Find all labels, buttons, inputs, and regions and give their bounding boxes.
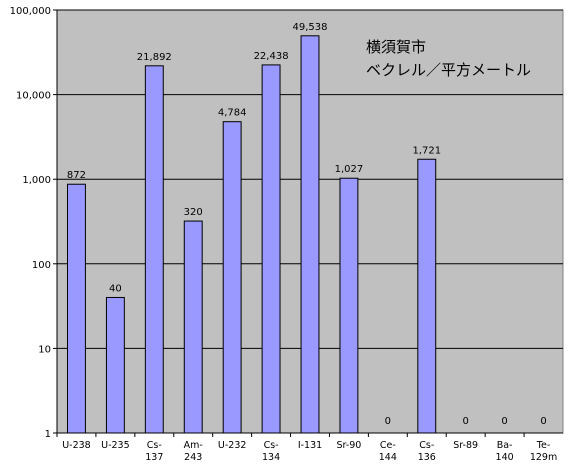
y-tick-label: 100,000 (10, 6, 51, 17)
x-tick-label: Cs- (264, 440, 279, 451)
data-label: 1,721 (412, 145, 441, 156)
bar (339, 177, 359, 434)
x-tick-label: Te- (536, 440, 550, 451)
bar (105, 296, 125, 434)
data-label: 0 (463, 416, 469, 427)
x-tick-label: Cs- (147, 440, 162, 451)
bar (261, 64, 281, 434)
y-tick-label: 10,000 (16, 91, 51, 102)
data-label: 1,027 (335, 164, 364, 175)
data-label: 0 (385, 416, 391, 427)
bar (67, 183, 86, 434)
y-tick-label: 1 (45, 429, 51, 440)
data-labels: 872 40 21,892 320 4,784 22,438 49,538 1,027 0 1,7… (67, 22, 547, 427)
data-label: 22,438 (254, 51, 289, 62)
y-tick-label: 10 (38, 344, 51, 355)
data-label: 4,784 (218, 108, 247, 119)
bar (222, 121, 242, 434)
bar (144, 65, 164, 434)
x-tick-label: Sr-90 (336, 440, 361, 451)
data-label: 872 (67, 170, 86, 181)
data-label: 49,538 (293, 22, 328, 33)
x-tick-label: 144 (379, 452, 397, 463)
bar (183, 220, 203, 434)
data-label: 21,892 (137, 52, 172, 63)
data-label: 0 (540, 416, 546, 427)
data-label: 0 (501, 416, 507, 427)
bar (417, 158, 437, 434)
bar (300, 35, 320, 434)
data-label: 40 (109, 283, 122, 294)
x-tick-label: Sr-89 (453, 440, 478, 451)
x-tick-label: U-238 (62, 440, 91, 451)
annotation-line-1: 横須賀市 (366, 38, 426, 56)
x-tick-label: 140 (496, 452, 514, 463)
y-tick-label: 1,000 (22, 175, 51, 186)
x-tick-label: Ba- (497, 440, 513, 451)
x-tick-label: 134 (262, 452, 280, 463)
x-tick-label: U-232 (218, 440, 247, 451)
x-tick-label: 129m (530, 452, 557, 463)
x-tick-label: I-131 (298, 440, 322, 451)
x-tick-label: Ce- (380, 440, 396, 451)
y-axis-ticks: 1 10 100 1,000 10,000 100,000 (10, 6, 58, 440)
x-tick-label: Am- (184, 440, 203, 451)
bars (67, 35, 437, 434)
x-tick-label: Cs- (419, 440, 434, 451)
x-tick-label: 137 (145, 452, 163, 463)
annotation-line-2: ベクレル／平方メートル (366, 61, 531, 79)
x-tick-label: U-235 (101, 440, 130, 451)
x-tick-label: 136 (418, 452, 436, 463)
data-label: 320 (184, 207, 203, 218)
x-tick-label: 243 (184, 452, 202, 463)
y-tick-label: 100 (32, 260, 51, 271)
